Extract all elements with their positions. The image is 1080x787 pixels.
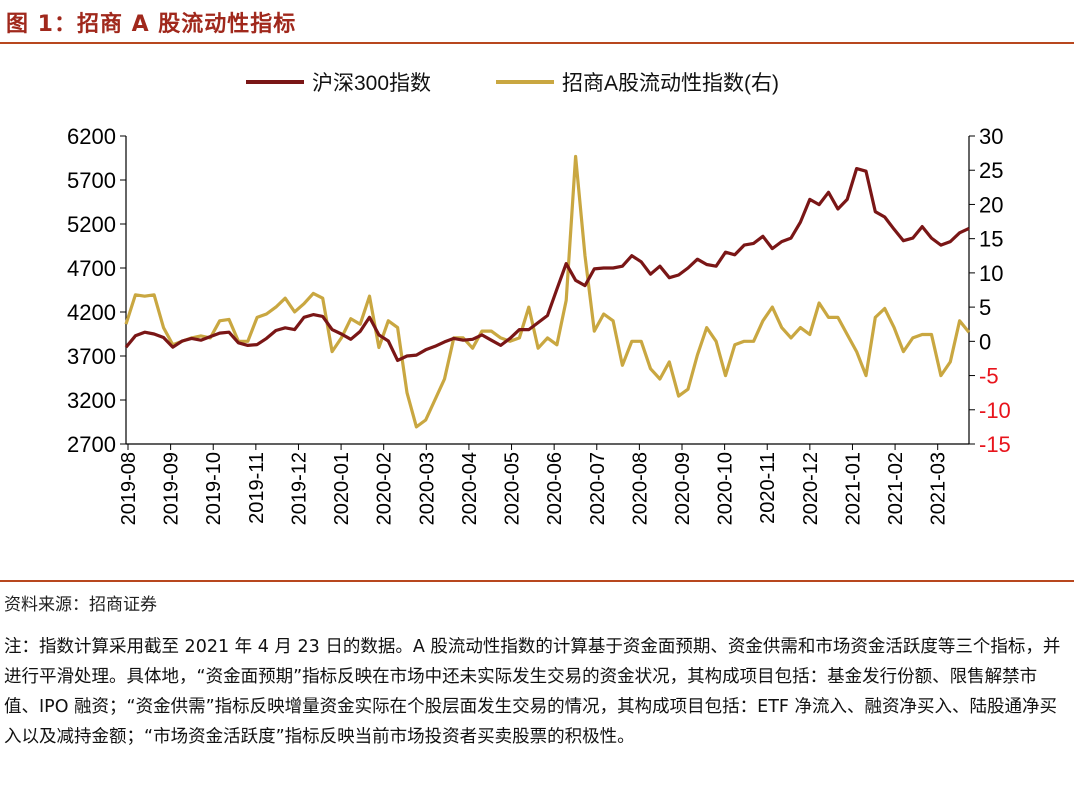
y-right-tick-label: 10 <box>979 261 1003 286</box>
y-right-tick-label: -10 <box>979 398 1011 423</box>
y-right-tick-label: 15 <box>979 227 1003 252</box>
x-tick-label: 2019-11 <box>246 452 268 524</box>
y-right-tick-label: -5 <box>979 364 999 389</box>
note-text: 注：指数计算采用截至 2021 年 4 月 23 日的数据。A 股流动性指数的计… <box>4 637 1061 747</box>
x-tick-label: 2020-08 <box>629 452 651 525</box>
y-right-tick-label: -15 <box>979 432 1011 457</box>
title-divider <box>0 42 1074 44</box>
legend: 沪深300指数 招商A股流动性指数(右) <box>246 72 779 95</box>
x-tick-label: 2019-10 <box>203 452 225 525</box>
x-tick-label: 2020-07 <box>587 452 609 525</box>
y-left-tick-label: 3700 <box>67 344 116 369</box>
x-tick-label: 2020-01 <box>331 452 353 525</box>
axes: 6200 5700 5200 4700 4200 3700 3200 2700 30 25 20 15… <box>67 124 1011 525</box>
source-text: 资料来源：招商证券 <box>4 595 157 615</box>
y-left-tick-label: 5700 <box>67 168 116 193</box>
x-tick-label: 2019-12 <box>288 452 310 525</box>
y-left-tick-label: 5200 <box>67 212 116 237</box>
x-tick-label: 2020-03 <box>416 452 438 525</box>
x-tick-label: 2021-03 <box>928 452 950 525</box>
x-tick-label: 2020-05 <box>502 452 524 525</box>
series-lines <box>124 154 971 429</box>
x-tick-label: 2020-11 <box>757 452 779 524</box>
series-line-liquidity <box>124 154 971 429</box>
series-line-hs300 <box>124 167 970 362</box>
x-tick-label: 2019-08 <box>118 452 140 525</box>
chart-title: 图 1：招商 A 股流动性指标 <box>6 12 297 37</box>
y-left-tick-label: 3200 <box>67 388 116 413</box>
legend-label-liquidity: 招商A股流动性指数(右) <box>562 72 779 95</box>
y-right-tick-label: 0 <box>979 329 991 354</box>
x-tick-label: 2020-09 <box>672 452 694 525</box>
y-left-tick-label: 2700 <box>67 432 116 457</box>
x-tick-label: 2020-04 <box>459 452 481 525</box>
x-tick-label: 2019-09 <box>161 452 183 525</box>
x-tick-label: 2020-10 <box>715 452 737 525</box>
x-tick-label: 2020-06 <box>544 452 566 525</box>
y-right-tick-label: 30 <box>979 124 1003 149</box>
x-tick-label: 2020-02 <box>374 452 396 525</box>
x-tick-label: 2020-12 <box>800 452 822 525</box>
y-right-tick-label: 5 <box>979 295 991 320</box>
y-left-tick-label: 6200 <box>67 124 116 149</box>
y-left-tick-label: 4200 <box>67 300 116 325</box>
legend-label-hs300: 沪深300指数 <box>312 72 431 95</box>
y-left-tick-label: 4700 <box>67 256 116 281</box>
y-right-tick-label: 20 <box>979 192 1003 217</box>
liquidity-chart: 沪深300指数 招商A股流动性指数(右) 6200570052004700420… <box>67 72 1011 525</box>
y-right-tick-label: 25 <box>979 158 1003 183</box>
x-tick-label: 2021-01 <box>842 452 864 525</box>
x-tick-label: 2021-02 <box>885 452 907 525</box>
source-divider <box>0 580 1074 582</box>
